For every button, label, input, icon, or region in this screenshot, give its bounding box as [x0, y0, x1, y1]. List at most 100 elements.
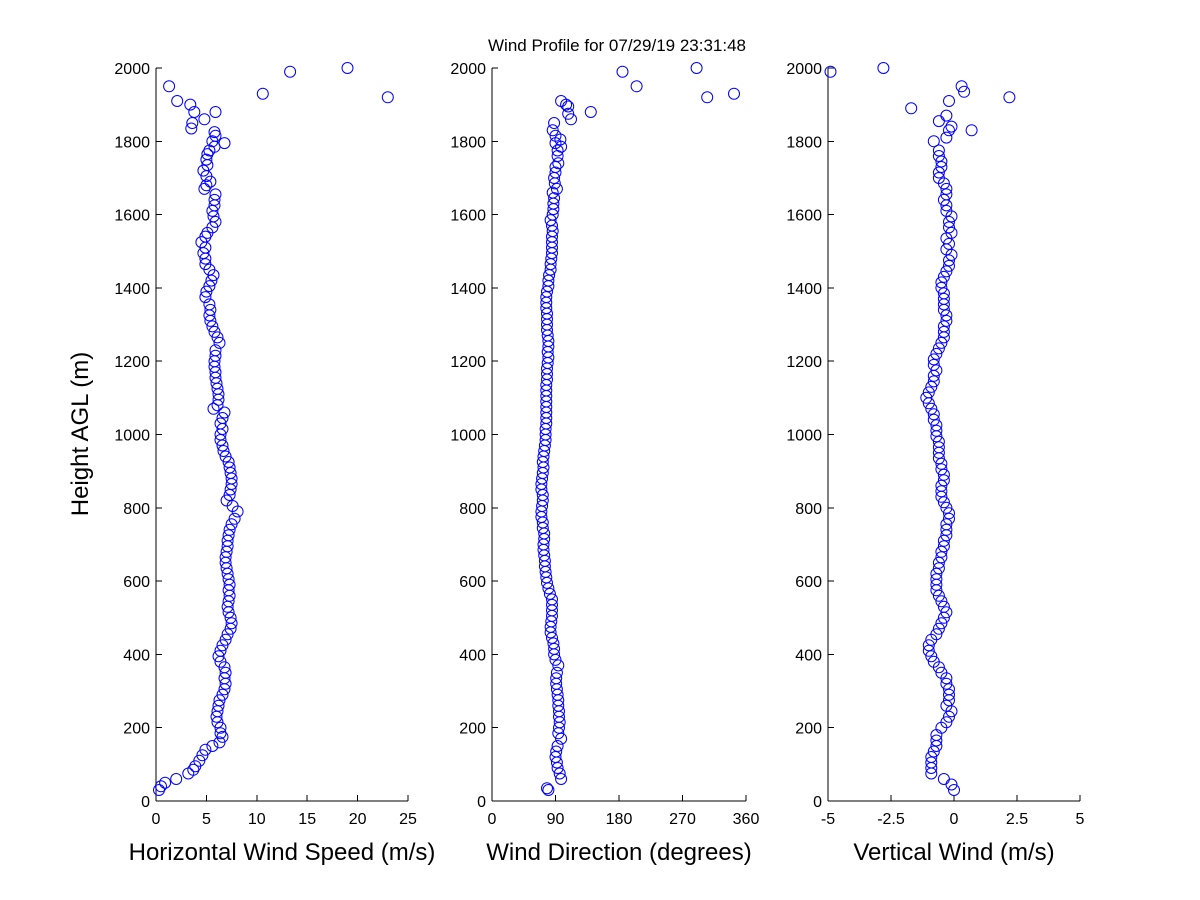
data-point	[955, 80, 968, 93]
y-tick-label: 1000	[450, 428, 486, 445]
data-point	[548, 117, 561, 129]
data-point	[935, 551, 948, 564]
data-point	[927, 375, 940, 388]
wind-direction-panel: 0 200 400 600 800 1000 1200 1400 1600 1800 2000 0 90…	[450, 61, 759, 866]
data-point	[341, 62, 354, 74]
data-point	[544, 214, 557, 227]
data-point	[209, 344, 222, 357]
data-point	[565, 113, 577, 126]
data-point	[206, 740, 219, 752]
data-point	[170, 773, 183, 785]
y-tick-label: 200	[795, 721, 822, 738]
data-point	[943, 512, 955, 525]
data-point	[930, 734, 943, 747]
data-point	[943, 259, 955, 272]
data-point	[927, 353, 940, 366]
y-tick-label: 1000	[786, 428, 822, 445]
x-axis-label: Horizontal Wind Speed (m/s)	[129, 839, 436, 866]
data-point	[200, 285, 213, 298]
data-point	[932, 556, 945, 569]
data-point	[701, 91, 714, 104]
data-point	[562, 100, 575, 113]
x-tick-label: -2.5	[877, 811, 905, 828]
x-tick-label: 25	[399, 811, 417, 828]
data-point	[549, 166, 562, 179]
data-point	[935, 155, 948, 168]
data-point	[940, 109, 953, 122]
data-point	[222, 456, 235, 468]
data-point	[925, 380, 938, 393]
horizontal-wind-speed-panel: 0 200 400 600 800 1000 1200 1400 1600 1800 2000 0 5 1…	[67, 61, 435, 866]
data-point	[214, 727, 227, 740]
data-point	[927, 655, 940, 668]
data-point	[218, 137, 231, 150]
x-tick-label: 0	[950, 811, 959, 828]
data-point	[200, 153, 213, 166]
data-point	[943, 215, 955, 228]
data-point	[216, 639, 229, 652]
data-point	[206, 135, 219, 148]
data-point	[546, 186, 559, 199]
data-point	[220, 494, 233, 507]
data-point	[940, 188, 953, 201]
data-point	[209, 188, 222, 201]
x-tick-label: 360	[733, 811, 760, 828]
data-point	[584, 106, 597, 118]
y-tick-label: 1400	[786, 281, 822, 298]
data-point	[208, 126, 221, 139]
y-tick-label: 1200	[450, 354, 486, 371]
y-tick-label: 0	[477, 794, 486, 811]
data-point	[554, 133, 567, 146]
data-point	[935, 463, 948, 476]
data-point	[958, 85, 971, 98]
data-point	[1003, 91, 1016, 104]
y-tick-label: 400	[795, 647, 822, 664]
data-point	[930, 419, 943, 432]
y-tick-label: 600	[459, 574, 486, 591]
y-tick-label: 0	[141, 794, 150, 811]
data-point	[212, 699, 225, 712]
x-tick-label: 5	[1076, 811, 1085, 828]
data-point	[256, 87, 269, 100]
y-tick-label: 1800	[786, 134, 822, 151]
y-tick-label: 1200	[114, 354, 150, 371]
data-point	[932, 342, 945, 355]
data-point	[219, 450, 232, 463]
data-point	[927, 745, 940, 758]
data-point	[943, 221, 955, 234]
data-point	[943, 710, 955, 723]
data-point	[216, 688, 229, 701]
x-tick-label: 0	[488, 811, 497, 828]
x-tick-label: 0	[152, 811, 161, 828]
data-point	[199, 291, 212, 304]
y-tick-label: 1000	[114, 428, 150, 445]
y-tick-label: 600	[123, 574, 150, 591]
data-point	[935, 457, 948, 470]
data-point	[930, 364, 943, 377]
data-point	[542, 784, 555, 796]
data-point	[203, 298, 216, 311]
data-point	[185, 122, 198, 135]
data-point	[937, 540, 950, 553]
x-tick-label: 15	[298, 811, 316, 828]
data-point	[937, 534, 950, 547]
data-point	[204, 303, 217, 316]
data-point	[937, 773, 950, 785]
data-point	[551, 740, 564, 752]
y-tick-label: 2000	[114, 61, 150, 78]
data-point	[222, 529, 235, 542]
data-point	[932, 166, 945, 179]
data-point	[155, 780, 167, 793]
data-point	[198, 113, 211, 126]
data-point	[937, 496, 950, 509]
data-point	[932, 150, 945, 162]
data-point	[948, 784, 960, 796]
data-point	[171, 95, 184, 107]
data-point	[935, 161, 948, 173]
data-point	[546, 124, 559, 137]
y-tick-label: 400	[123, 647, 150, 664]
data-point	[562, 107, 575, 120]
data-point	[937, 287, 950, 300]
data-point	[213, 336, 226, 349]
